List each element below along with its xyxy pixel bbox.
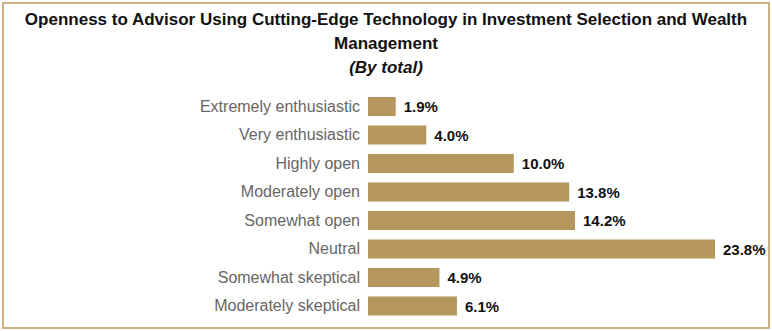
svg-text:14.2%: 14.2%: [583, 212, 626, 229]
svg-text:4.0%: 4.0%: [434, 127, 468, 144]
svg-text:6.1%: 6.1%: [465, 298, 499, 315]
svg-text:Extremely enthusiastic: Extremely enthusiastic: [200, 98, 360, 115]
svg-text:13.8%: 13.8%: [577, 184, 620, 201]
svg-text:Neutral: Neutral: [308, 240, 360, 257]
svg-text:4.9%: 4.9%: [447, 269, 481, 286]
svg-text:23.8%: 23.8%: [723, 241, 764, 258]
svg-text:Moderately skeptical: Moderately skeptical: [214, 297, 360, 314]
html-text:(By total): (By total): [349, 58, 423, 77]
html-text:Openness to Advisor Using Cutt: Openness to Advisor Using Cutting-Edge T…: [24, 10, 748, 53]
svg-text:10.0%: 10.0%: [522, 155, 565, 172]
svg-text:Highly open: Highly open: [276, 155, 361, 172]
svg-text:1.9%: 1.9%: [404, 98, 438, 115]
svg-text:Very enthusiastic: Very enthusiastic: [239, 126, 360, 143]
svg-text:Somewhat open: Somewhat open: [244, 212, 360, 229]
svg-text:Moderately open: Moderately open: [241, 183, 360, 200]
svg-text:Somewhat skeptical: Somewhat skeptical: [218, 269, 360, 286]
